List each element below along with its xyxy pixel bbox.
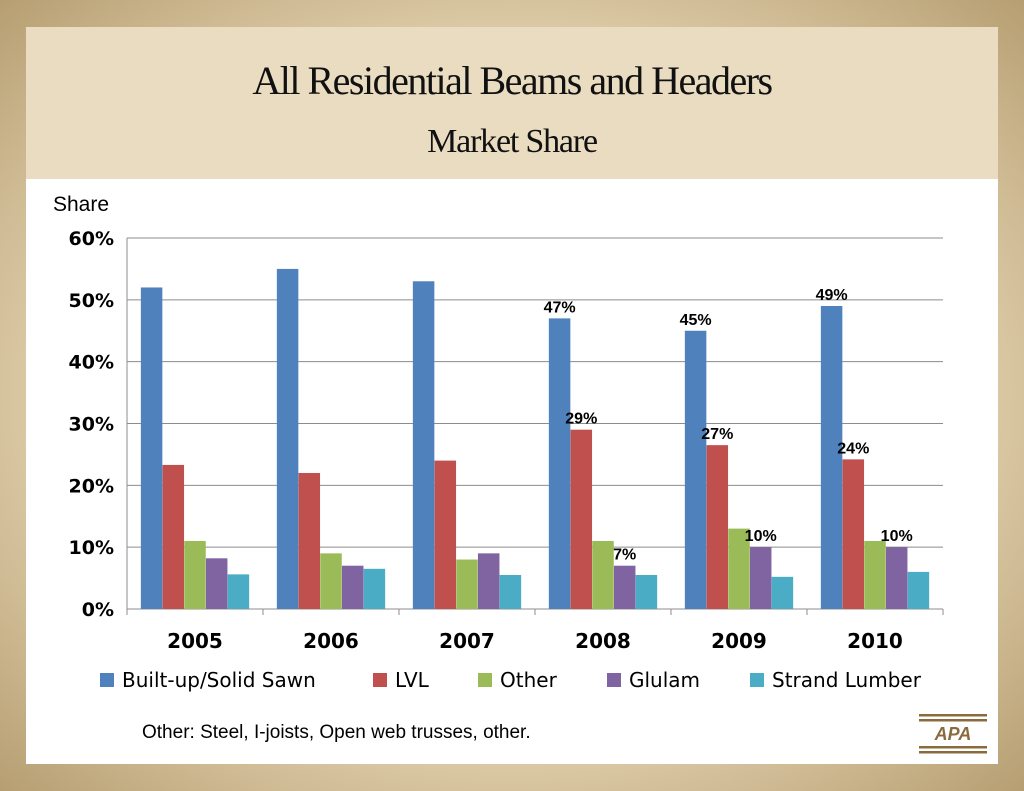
data-label: 49% bbox=[816, 287, 848, 304]
legend-swatch bbox=[478, 673, 492, 687]
bar bbox=[684, 330, 707, 609]
footnote: Other: Steel, I-joists, Open web trusses… bbox=[142, 722, 531, 743]
bar bbox=[434, 460, 457, 609]
y-tick-label: 20% bbox=[69, 475, 114, 497]
bar-chart: 0% 10% 20% 30% 40% 50% 60% 2005 2006 2007 2008 47% 2… bbox=[69, 228, 944, 692]
x-tick-label: 2008 bbox=[575, 629, 631, 653]
bar bbox=[227, 574, 250, 609]
y-tick-label: 10% bbox=[69, 537, 114, 559]
bar bbox=[885, 547, 908, 609]
data-label: 10% bbox=[881, 528, 913, 545]
bar bbox=[320, 553, 342, 609]
y-tick-label: 40% bbox=[69, 352, 114, 374]
legend-swatch bbox=[373, 673, 387, 687]
bar bbox=[341, 565, 364, 609]
bar bbox=[477, 553, 500, 609]
bar bbox=[499, 574, 522, 609]
bar bbox=[548, 318, 571, 609]
y-tick-label: 60% bbox=[69, 228, 114, 250]
legend-swatch bbox=[750, 673, 764, 687]
bar bbox=[592, 540, 614, 609]
legend-label: Strand Lumber bbox=[772, 668, 922, 692]
bar bbox=[706, 445, 729, 609]
data-label: 24% bbox=[837, 440, 869, 457]
y-tick-label: 50% bbox=[69, 290, 114, 312]
data-label: 45% bbox=[680, 312, 712, 329]
y-tick-label: 30% bbox=[69, 414, 114, 436]
bar bbox=[820, 306, 843, 609]
bar bbox=[635, 574, 658, 609]
data-label: 47% bbox=[544, 299, 576, 316]
bar bbox=[162, 464, 185, 609]
bar bbox=[842, 459, 865, 609]
legend-swatch bbox=[607, 673, 621, 687]
data-label: 7% bbox=[613, 547, 636, 564]
x-tick-label: 2005 bbox=[167, 629, 223, 653]
y-tick-label: 0% bbox=[82, 599, 114, 621]
apa-logo: APA bbox=[919, 714, 987, 754]
bar bbox=[570, 429, 593, 609]
bar bbox=[298, 472, 321, 609]
bar bbox=[907, 571, 930, 609]
title-band: All Residential Beams and Headers Market… bbox=[26, 27, 998, 179]
x-tick-label: 2010 bbox=[847, 629, 903, 653]
data-label: 29% bbox=[565, 411, 597, 428]
bar bbox=[864, 540, 886, 609]
slide: All Residential Beams and Headers Market… bbox=[26, 27, 998, 764]
x-tick-label: 2007 bbox=[439, 629, 495, 653]
slide-title: All Residential Beams and Headers bbox=[252, 58, 773, 103]
x-tick-label: 2006 bbox=[303, 629, 359, 653]
y-axis-title: Share bbox=[53, 193, 110, 216]
logo-text: APA bbox=[934, 724, 972, 744]
bar bbox=[613, 565, 636, 609]
slide-subtitle: Market Share bbox=[427, 123, 598, 160]
bar bbox=[140, 287, 163, 609]
bar bbox=[276, 268, 299, 609]
legend-label: Built-up/Solid Sawn bbox=[122, 668, 316, 692]
legend-label: Other bbox=[500, 668, 558, 692]
bar bbox=[205, 558, 228, 609]
data-label: 27% bbox=[701, 426, 733, 443]
x-tick-label: 2009 bbox=[711, 629, 767, 653]
legend-label: Glulam bbox=[629, 668, 700, 692]
bar bbox=[184, 540, 206, 609]
data-label: 10% bbox=[745, 528, 777, 545]
bar bbox=[456, 559, 478, 609]
bar bbox=[749, 547, 772, 609]
bar bbox=[363, 568, 386, 609]
bar bbox=[412, 281, 435, 609]
bar bbox=[728, 528, 750, 609]
bar bbox=[771, 576, 794, 609]
legend-label: LVL bbox=[395, 668, 430, 692]
legend-swatch bbox=[100, 673, 114, 687]
